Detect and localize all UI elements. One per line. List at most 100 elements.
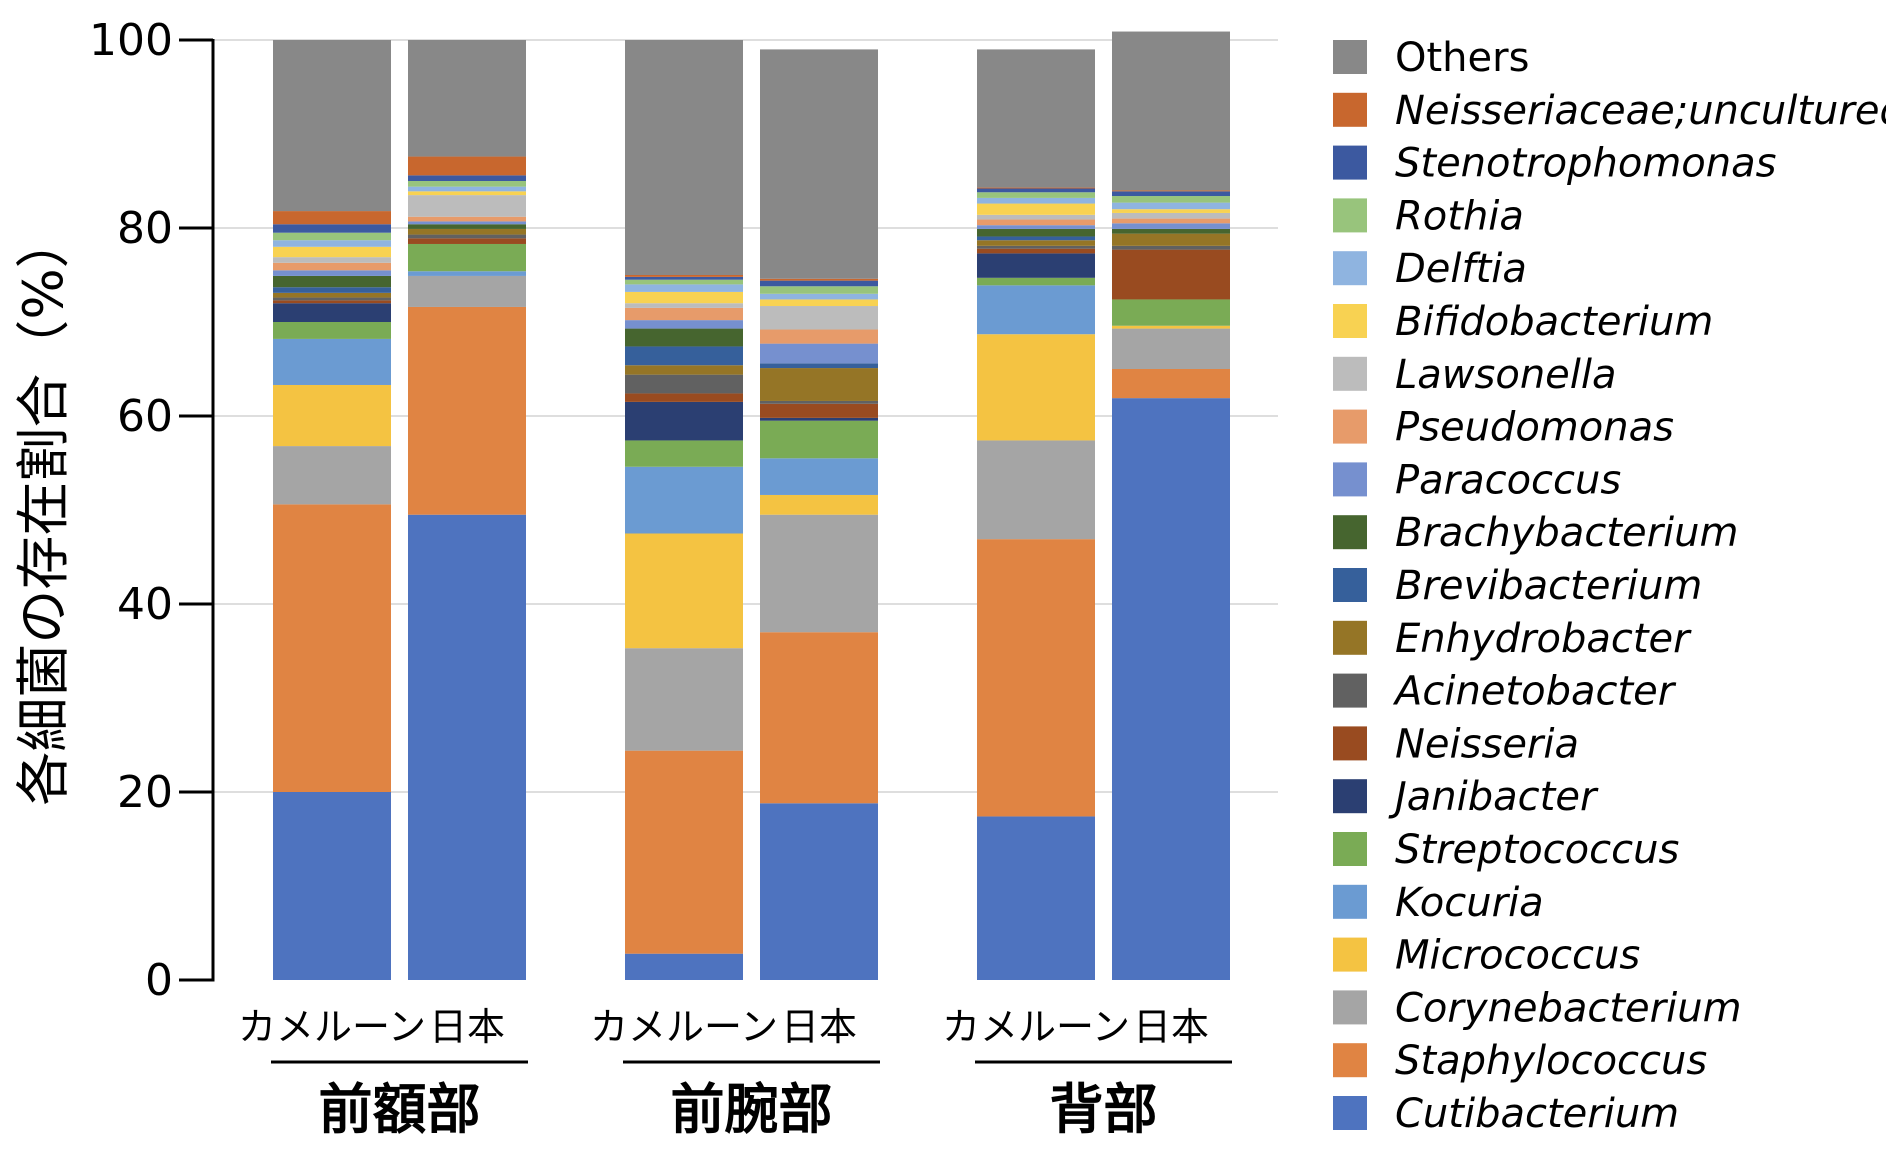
bar-segment [273, 232, 391, 241]
legend-label: Cutibacterium [1395, 1091, 1679, 1137]
legend-label: Neisseriaceae;uncultured [1395, 88, 1886, 134]
bar-segment [408, 271, 526, 276]
bar-segment [760, 299, 878, 307]
x-group-label: 前腕部 [671, 1078, 833, 1141]
bar-segment [1112, 299, 1230, 326]
bar-segment [625, 953, 743, 980]
legend-item: Delftia [1333, 246, 1527, 292]
legend-item: Brevibacterium [1333, 563, 1702, 609]
x-category-label: 日本 [1133, 1005, 1209, 1049]
bar-stack [1112, 31, 1230, 980]
legend-label: Bifidobacterium [1395, 299, 1713, 345]
bar-segment [977, 277, 1095, 286]
x-category-label: カメルーン [590, 1005, 778, 1049]
bar-segment [977, 197, 1095, 204]
bar-segment [408, 238, 526, 244]
legend-label: Micrococcus [1395, 933, 1640, 979]
bar-segment [625, 393, 743, 402]
legend-label: Streptococcus [1395, 827, 1679, 873]
legend-item: Bifidobacterium [1333, 299, 1713, 345]
legend-label: Janibacter [1388, 774, 1599, 820]
bar-segment [273, 270, 391, 276]
x-category-label: カメルーン [238, 1005, 426, 1049]
bar-segment [1112, 191, 1230, 197]
legend-swatch [1333, 884, 1367, 919]
legend-swatch [1333, 198, 1367, 233]
legend-swatch [1333, 1043, 1367, 1078]
bar-segment [625, 466, 743, 534]
y-tick-label: 0 [145, 955, 173, 1006]
legend-swatch [1333, 515, 1367, 550]
y-tick-label: 40 [117, 579, 173, 630]
bar-segment [625, 648, 743, 751]
bar-segment [977, 440, 1095, 540]
bar-segment [977, 188, 1095, 193]
bar-segment [1112, 325, 1230, 329]
legend-item: Neisseria [1333, 721, 1579, 767]
y-tick-label: 20 [117, 767, 173, 818]
bar-segment [625, 284, 743, 292]
bar-segment [760, 278, 878, 281]
legend-swatch [1333, 568, 1367, 602]
bar-segment [760, 293, 878, 300]
bar-segment [977, 334, 1095, 441]
bar-segment [1112, 249, 1230, 300]
bar-segment [408, 195, 526, 217]
bar-segment [625, 328, 743, 347]
bar-segment [408, 306, 526, 515]
bar-segment [760, 514, 878, 633]
bar-segment [760, 49, 878, 279]
legend-swatch [1333, 1096, 1367, 1130]
bar-segment [625, 320, 743, 329]
bar-segment [625, 750, 743, 954]
bar-segment [408, 181, 526, 187]
bar-segment [408, 221, 526, 225]
legend: Others Neisseriaceae;uncultured Stenotroph… [1333, 35, 1886, 1137]
legend-swatch [1333, 145, 1367, 180]
bar-segment [760, 632, 878, 804]
bar-segment [1112, 218, 1230, 224]
bar-segment [273, 338, 391, 385]
legend-label: Stenotrophomonas [1395, 141, 1776, 187]
x-group-label: 前額部 [319, 1078, 481, 1141]
bar-segment [760, 306, 878, 330]
bar-segment [977, 236, 1095, 241]
legend-swatch [1333, 779, 1367, 814]
legend-item: Kocuria [1333, 880, 1544, 926]
bar-segment [273, 240, 391, 247]
legend-label: Pseudomonas [1395, 405, 1674, 451]
bar-segment [408, 275, 526, 307]
y-tick-label: 80 [117, 203, 173, 254]
bar-segment [408, 156, 526, 176]
bar-segment [977, 219, 1095, 226]
legend-swatch [1333, 832, 1367, 866]
bar-segment [1112, 328, 1230, 369]
bar-segment [625, 374, 743, 394]
bar-segment [273, 300, 391, 304]
legend-label: Kocuria [1395, 880, 1544, 926]
bar-segment [273, 384, 391, 447]
legend-item: Streptococcus [1333, 827, 1679, 873]
bar-segment [273, 224, 391, 233]
bar-segment [977, 187, 1095, 189]
legend-label: Enhydrobacter [1395, 616, 1692, 662]
bar-segment [273, 322, 391, 339]
legend-swatch [1333, 673, 1367, 708]
bar-segment [273, 287, 391, 293]
bar-segment [1112, 31, 1230, 191]
bar-segment [408, 175, 526, 181]
bar-segment [625, 303, 743, 308]
bar-segment [625, 533, 743, 649]
bar-segment [273, 297, 391, 301]
bar-segment [1112, 245, 1230, 250]
bar-segment [1112, 196, 1230, 203]
bar-segment [760, 420, 878, 459]
legend-label: Delftia [1395, 246, 1527, 292]
bar-segment [1112, 223, 1230, 229]
legend-swatch [1333, 40, 1367, 74]
bar-segment [760, 494, 878, 515]
bar-stack [625, 40, 743, 980]
x-category-label: カメルーン [942, 1005, 1130, 1049]
legend-item: Lawsonella [1333, 352, 1617, 398]
